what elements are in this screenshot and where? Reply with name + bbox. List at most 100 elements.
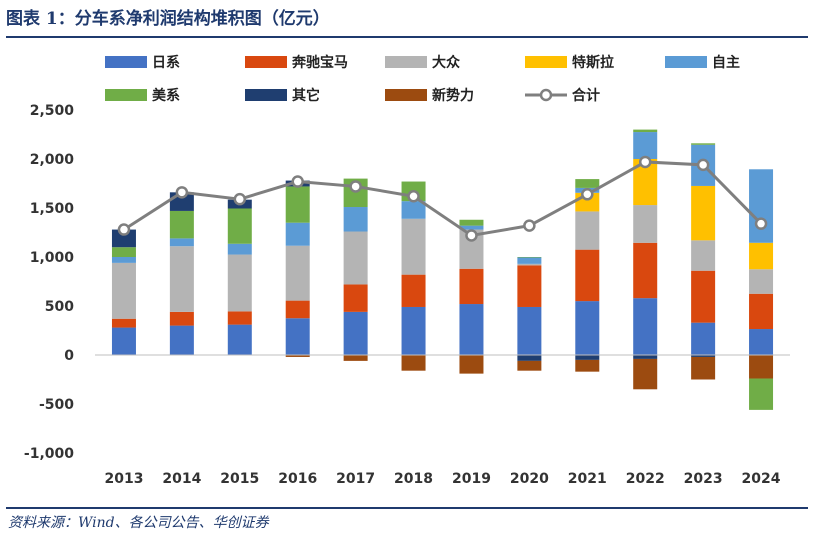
total-point	[407, 189, 420, 203]
legend-swatch	[385, 56, 427, 68]
bar-segment	[633, 132, 658, 159]
x-tick-label: 2023	[684, 471, 723, 487]
legend-swatch	[105, 89, 147, 101]
bar-segment	[227, 324, 252, 355]
bar-segment	[401, 218, 426, 275]
x-tick-label: 2014	[162, 471, 201, 487]
bar-segment	[343, 355, 368, 361]
bar-segment	[691, 143, 716, 145]
x-tick-label: 2020	[510, 471, 549, 487]
bar-segment	[691, 322, 716, 355]
bar-segment	[517, 263, 542, 266]
bar-segment	[285, 355, 310, 357]
bar-segment	[401, 306, 426, 355]
legend-label: 奔驰宝马	[291, 54, 348, 71]
bar-segment	[633, 242, 658, 299]
bar-segment	[285, 300, 310, 319]
bar-segment	[575, 211, 600, 250]
total-point	[117, 223, 131, 236]
total-point	[696, 158, 710, 172]
bar-segment	[111, 247, 136, 257]
bar-segment	[111, 262, 136, 319]
x-tick-label: 2013	[104, 471, 143, 487]
legend-label: 美系	[152, 87, 180, 104]
source-note: 资料来源：Wind、各公司公告、华创证券	[8, 515, 269, 531]
bar-segment	[633, 358, 658, 390]
legend-label: 自主	[712, 54, 740, 71]
y-tick-label: 1,000	[30, 250, 75, 266]
total-point	[523, 219, 536, 232]
chart-title: 图表 1：分车系净利润结构堆积图（亿元）	[6, 9, 330, 29]
bar-segment	[749, 355, 774, 379]
x-tick-label: 2018	[394, 471, 433, 487]
y-tick-label: 1,500	[30, 201, 75, 217]
legend-label: 其它	[292, 87, 320, 104]
bar-segment	[169, 246, 194, 312]
x-tick-label: 2016	[278, 471, 317, 487]
x-tick-label: 2017	[336, 471, 375, 487]
legend-swatch	[385, 89, 427, 101]
bar-segment	[749, 169, 774, 243]
bar-segment	[575, 355, 600, 360]
bar-segment	[517, 265, 542, 307]
bar-segment	[111, 327, 136, 355]
bar-segment	[401, 274, 426, 307]
total-point	[638, 155, 652, 169]
bar-segment	[459, 355, 484, 374]
bar-segment	[169, 238, 194, 247]
total-point	[175, 186, 189, 199]
y-tick-label: 2,000	[30, 152, 75, 168]
bar-segment	[575, 179, 600, 188]
bar-segment	[111, 257, 136, 263]
bar-segment	[169, 311, 194, 326]
bar-segment	[169, 210, 194, 239]
bar-segment	[343, 284, 368, 312]
bar-segment	[459, 225, 484, 230]
legend-label: 合计	[572, 87, 600, 104]
bar-segment	[227, 208, 252, 244]
bar-segment	[517, 355, 542, 361]
y-tick-label: 2,500	[30, 103, 75, 119]
total-point	[233, 192, 247, 206]
bar-segment	[691, 270, 716, 323]
bar-segment	[169, 325, 194, 355]
total-point	[291, 175, 304, 188]
bar-segment	[575, 249, 600, 302]
x-tick-label: 2022	[626, 471, 665, 487]
total-point	[754, 217, 768, 230]
source-rule	[6, 507, 808, 509]
bar-segment	[401, 201, 426, 219]
bar-segment	[459, 268, 484, 305]
bar-segment	[691, 355, 716, 357]
bar-segment	[111, 318, 136, 328]
bar-segment	[285, 318, 310, 355]
legend-label: 新势力	[432, 87, 474, 104]
y-tick-label: 500	[45, 299, 74, 315]
bar-segment	[633, 129, 658, 133]
bar-segment	[749, 293, 774, 330]
bar-segment	[691, 240, 716, 271]
legend-total-marker	[539, 88, 553, 102]
legend-swatch	[665, 56, 707, 68]
bar-segment	[517, 257, 542, 264]
x-tick-label: 2015	[220, 471, 259, 487]
bar-segment	[749, 242, 774, 270]
bar-segment	[343, 207, 368, 232]
bar-segment	[633, 355, 658, 359]
legend-swatch	[525, 56, 567, 68]
total-point	[581, 188, 594, 201]
bar-segment	[633, 298, 658, 355]
bar-segment	[111, 229, 136, 248]
bar-segment	[285, 222, 310, 246]
legend-swatch	[245, 89, 287, 101]
bar-segment	[575, 301, 600, 355]
total-point	[349, 180, 362, 193]
bar-segment	[517, 360, 542, 371]
bar-segment	[285, 186, 310, 223]
bar-segment	[459, 304, 484, 355]
bar-segment	[227, 243, 252, 255]
total-line	[123, 160, 763, 238]
bar-segment	[575, 359, 600, 372]
bar-segment	[517, 306, 542, 355]
